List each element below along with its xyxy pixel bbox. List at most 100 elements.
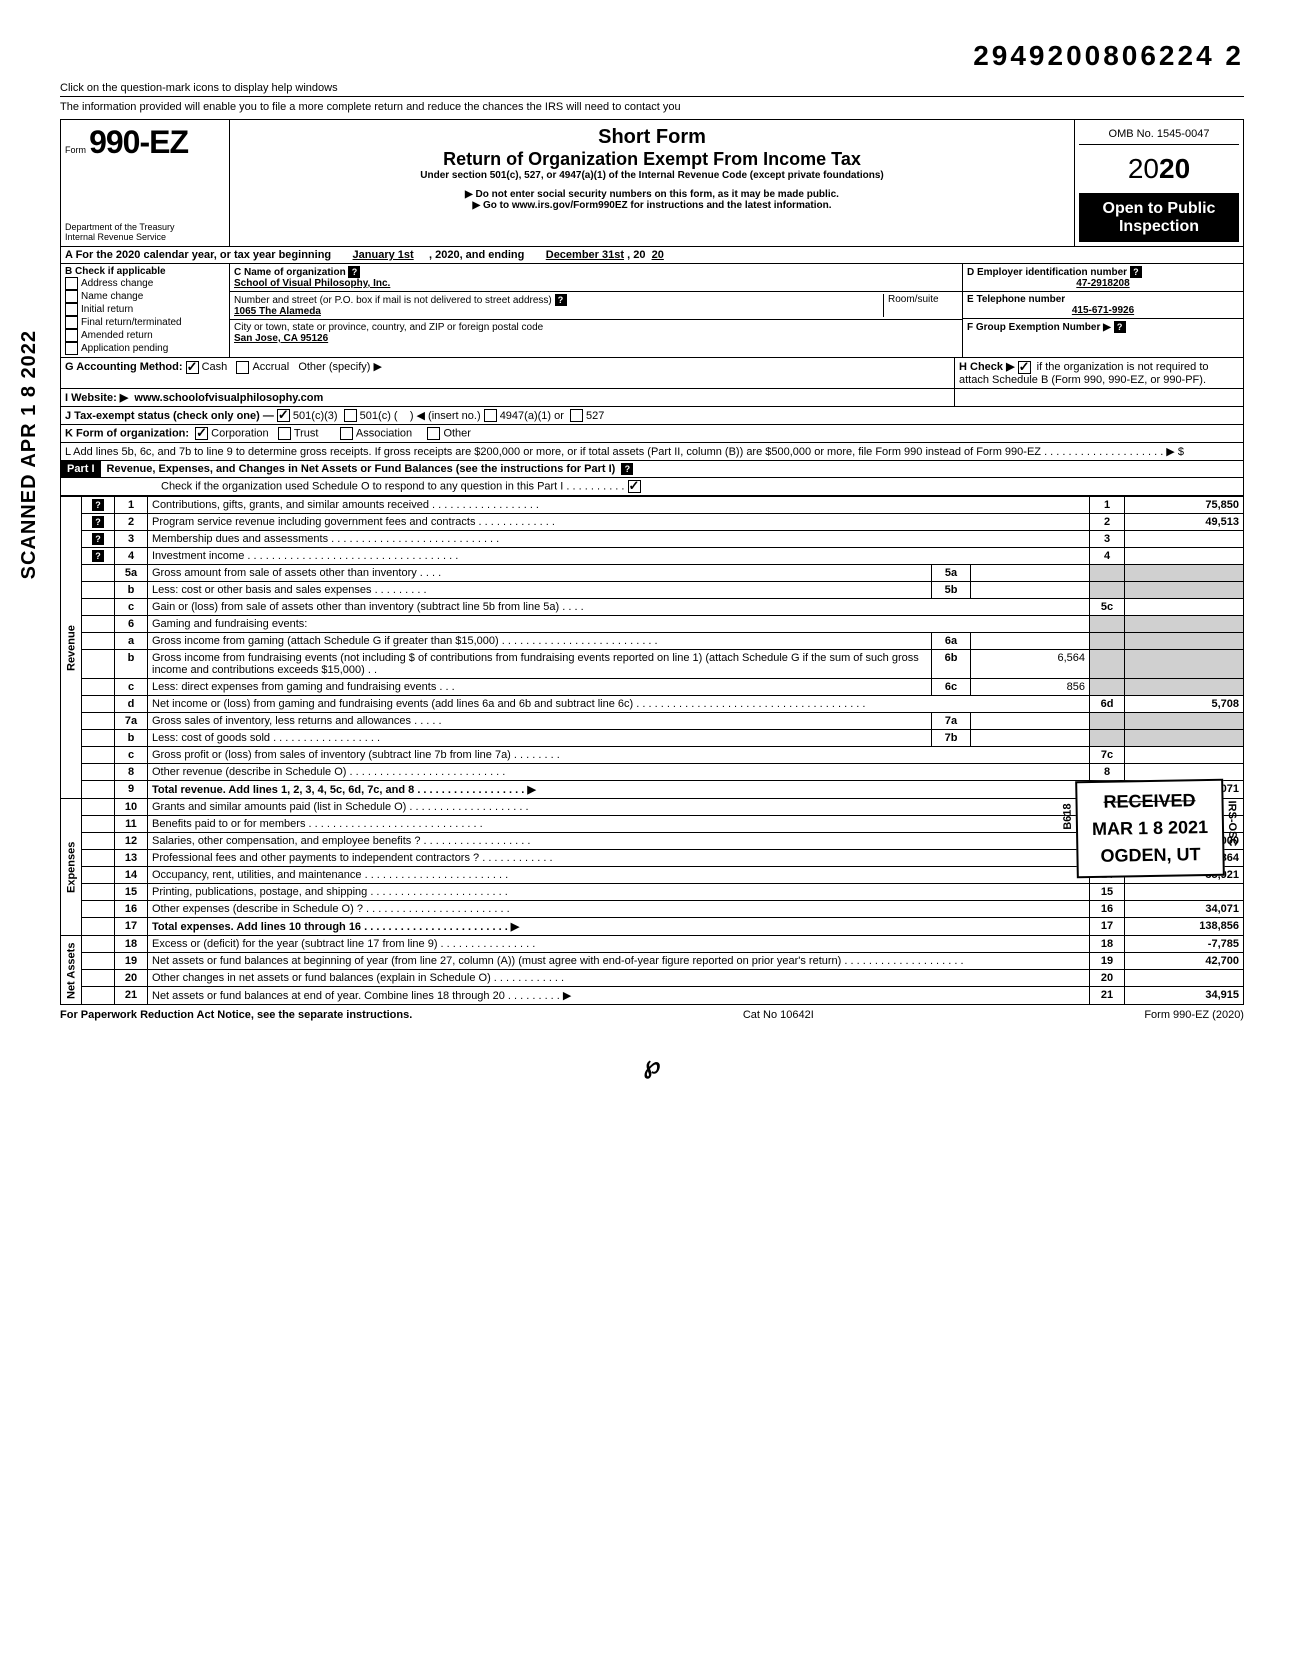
line-num: 3	[115, 531, 148, 548]
line-rnum: 2	[1090, 514, 1125, 531]
checkbox-schedule-o[interactable]	[628, 480, 641, 493]
line-val: 75,850	[1125, 497, 1244, 514]
line-a-label: A For the 2020 calendar year, or tax yea…	[65, 249, 331, 261]
sub-num: 7b	[932, 730, 971, 747]
checkbox-corp[interactable]	[195, 427, 208, 440]
checkbox-trust[interactable]	[278, 427, 291, 440]
line-desc: Other changes in net assets or fund bala…	[148, 970, 1090, 987]
checkbox-501c3[interactable]	[277, 409, 290, 422]
omb-number: OMB No. 1545-0047	[1079, 124, 1239, 145]
scanned-stamp: SCANNED APR 1 8 2022	[18, 330, 41, 579]
line-l-text: L Add lines 5b, 6c, and 7b to line 9 to …	[61, 443, 1243, 460]
line-num: 8	[115, 764, 148, 781]
line-val	[1125, 531, 1244, 548]
received-stamp: RECEIVED MAR 1 8 2021 OGDEN, UT IRS-OSC …	[1075, 779, 1225, 879]
line-val: 5,708	[1125, 696, 1244, 713]
netassets-section-label: Net Assets	[61, 936, 82, 1005]
checkbox-final-return[interactable]	[65, 316, 78, 329]
website-value: www.schoolofvisualphilosophy.com	[134, 392, 323, 404]
line-l: L Add lines 5b, 6c, and 7b to line 9 to …	[60, 443, 1244, 461]
org-city: San Jose, CA 95126	[234, 333, 328, 344]
org-name-label: C Name of organization	[234, 267, 346, 278]
help-icon[interactable]: ?	[621, 463, 633, 475]
room-suite-label: Room/suite	[884, 294, 958, 317]
checkbox-501c[interactable]	[344, 409, 357, 422]
label-assoc: Association	[356, 428, 412, 440]
help-icon[interactable]: ?	[92, 516, 104, 528]
dept-treasury: Department of the Treasury	[65, 222, 225, 232]
line-num: c	[115, 599, 148, 616]
checkbox-application-pending[interactable]	[65, 342, 78, 355]
line-num: 19	[115, 953, 148, 970]
label-address-change: Address change	[81, 278, 153, 289]
sub-val	[971, 633, 1090, 650]
line-desc: Other revenue (describe in Schedule O) .…	[148, 764, 1090, 781]
line-val: 42,700	[1125, 953, 1244, 970]
help-icon[interactable]: ?	[92, 533, 104, 545]
line-rnum: 7c	[1090, 747, 1125, 764]
checkbox-527[interactable]	[570, 409, 583, 422]
label-527: 527	[586, 410, 604, 422]
expenses-section-label: Expenses	[61, 799, 82, 936]
checkbox-amended-return[interactable]	[65, 329, 78, 342]
checkbox-assoc[interactable]	[340, 427, 353, 440]
line-k: K Form of organization: Corporation Trus…	[60, 425, 1244, 443]
phone-value: 415-671-9926	[1072, 305, 1134, 316]
line-val: 34,071	[1125, 901, 1244, 918]
line-rnum: 8	[1090, 764, 1125, 781]
checkbox-h[interactable]	[1018, 361, 1031, 374]
help-icon[interactable]: ?	[1130, 266, 1142, 278]
checkbox-initial-return[interactable]	[65, 303, 78, 316]
checkbox-accrual[interactable]	[236, 361, 249, 374]
line-rnum: 6d	[1090, 696, 1125, 713]
sub-num: 5a	[932, 565, 971, 582]
line-num: 21	[115, 987, 148, 1005]
line-desc: Benefits paid to or for members . . . . …	[148, 816, 1090, 833]
help-icon[interactable]: ?	[92, 550, 104, 562]
return-title: Return of Organization Exempt From Incom…	[236, 149, 1068, 170]
website-label: I Website: ▶	[65, 392, 128, 404]
line-num: 14	[115, 867, 148, 884]
open-to-public: Open to Public Inspection	[1079, 194, 1239, 242]
line-desc: Less: cost or other basis and sales expe…	[148, 582, 932, 599]
col-b-header: B Check if applicable	[65, 266, 225, 277]
line-num: 17	[115, 918, 148, 936]
line-a-suffix: , 20	[627, 249, 645, 261]
line-desc: Printing, publications, postage, and shi…	[148, 884, 1090, 901]
line-desc: Gross sales of inventory, less returns a…	[148, 713, 932, 730]
checkbox-4947[interactable]	[484, 409, 497, 422]
label-other-org: Other	[443, 428, 471, 440]
stamp-received: RECEIVED	[1091, 787, 1208, 816]
phone-label: E Telephone number	[967, 294, 1065, 305]
line-desc: Occupancy, rent, utilities, and maintena…	[148, 867, 1090, 884]
line-num: 18	[115, 936, 148, 953]
line-desc: Total revenue. Add lines 1, 2, 3, 4, 5c,…	[152, 784, 536, 796]
line-num: 16	[115, 901, 148, 918]
help-icon[interactable]: ?	[92, 499, 104, 511]
part1-check-row: Check if the organization used Schedule …	[60, 478, 1244, 496]
stamp-location: OGDEN, UT	[1092, 841, 1209, 870]
org-address: 1065 The Alameda	[234, 306, 321, 317]
label-501c3: 501(c)(3)	[293, 410, 338, 422]
section-bcd: B Check if applicable Address change Nam…	[60, 264, 1244, 358]
sub-num: 7a	[932, 713, 971, 730]
help-icon[interactable]: ?	[555, 294, 567, 306]
checkbox-address-change[interactable]	[65, 277, 78, 290]
line-num: b	[115, 582, 148, 599]
line-desc: Total expenses. Add lines 10 through 16 …	[152, 921, 519, 933]
line-num: 10	[115, 799, 148, 816]
line-val	[1125, 548, 1244, 565]
checkbox-name-change[interactable]	[65, 290, 78, 303]
lines-table: Revenue ?1 Contributions, gifts, grants,…	[60, 496, 1244, 1005]
help-icon[interactable]: ?	[348, 266, 360, 278]
ein-value: 47-2918208	[1076, 278, 1129, 289]
checkbox-cash[interactable]	[186, 361, 199, 374]
line-desc: Excess or (deficit) for the year (subtra…	[148, 936, 1090, 953]
part1-label: Part I	[61, 461, 101, 477]
label-insert: ) ◀ (insert no.)	[410, 410, 481, 422]
help-icon[interactable]: ?	[1114, 321, 1126, 333]
line-desc: Contributions, gifts, grants, and simila…	[148, 497, 1090, 514]
checkbox-other-org[interactable]	[427, 427, 440, 440]
sub-val	[971, 565, 1090, 582]
line-val: -7,785	[1125, 936, 1244, 953]
